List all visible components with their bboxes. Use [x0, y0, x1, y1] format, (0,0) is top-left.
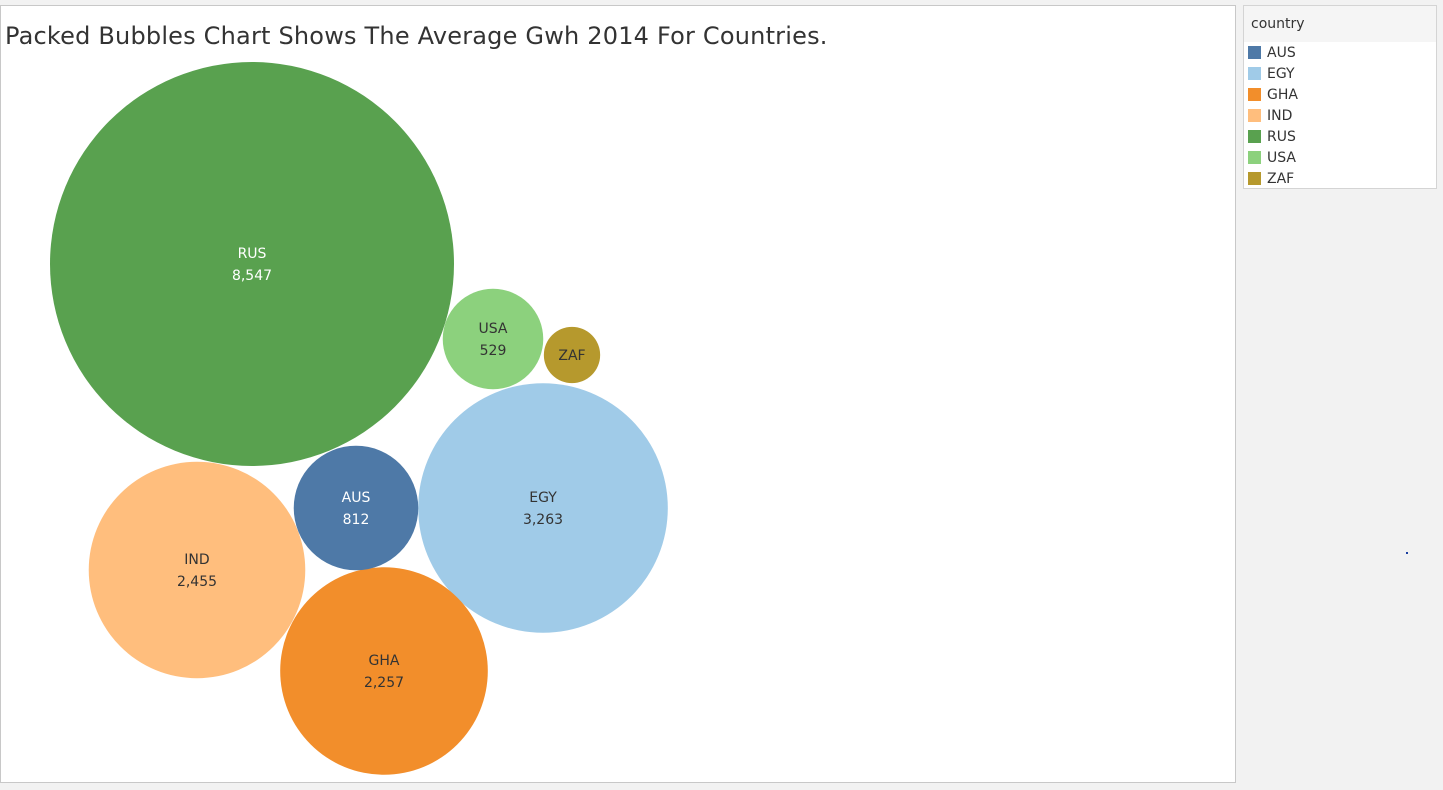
stray-dot	[1406, 552, 1408, 554]
legend-swatch-usa	[1248, 151, 1261, 164]
legend-item-rus[interactable]: RUS	[1248, 126, 1436, 147]
bubble-usa[interactable]: USA 529	[442, 288, 544, 390]
legend-panel: country AUS EGY GHA IND RUS USA ZAF	[1243, 5, 1437, 189]
legend-item-ind[interactable]: IND	[1248, 105, 1436, 126]
bubble-label-zaf: ZAF	[558, 348, 585, 364]
legend-item-usa[interactable]: USA	[1248, 147, 1436, 168]
bubble-circle-rus[interactable]	[50, 62, 454, 466]
legend-swatch-egy	[1248, 67, 1261, 80]
chart-panel: Packed Bubbles Chart Shows The Average G…	[0, 5, 1236, 783]
bubble-rus[interactable]: RUS 8,547	[50, 62, 454, 466]
bubble-aus[interactable]: AUS 812	[293, 445, 419, 571]
bubble-circle-egy[interactable]	[418, 383, 668, 633]
bubble-value-usa: 529	[480, 343, 507, 359]
bubble-value-aus: 812	[343, 512, 370, 528]
legend-label-gha: GHA	[1267, 86, 1298, 103]
bubble-circle-zaf[interactable]	[543, 326, 601, 384]
bubble-circle-usa[interactable]	[442, 288, 544, 390]
legend-label-aus: AUS	[1267, 44, 1296, 61]
legend-label-rus: RUS	[1267, 128, 1296, 145]
legend-swatch-rus	[1248, 130, 1261, 143]
bubble-egy[interactable]: EGY 3,263	[418, 383, 668, 633]
bubble-label-rus: RUS	[238, 246, 267, 262]
bubble-gha[interactable]: GHA 2,257	[280, 567, 488, 775]
legend-swatch-zaf	[1248, 172, 1261, 185]
legend-label-usa: USA	[1267, 149, 1296, 166]
legend-label-ind: IND	[1267, 107, 1293, 124]
legend-title: country	[1244, 6, 1436, 42]
bubble-label-ind: IND	[184, 552, 209, 568]
legend-item-gha[interactable]: GHA	[1248, 84, 1436, 105]
legend-item-aus[interactable]: AUS	[1248, 42, 1436, 63]
bubble-value-gha: 2,257	[364, 675, 404, 691]
bubble-ind[interactable]: IND 2,455	[88, 461, 306, 679]
bubble-circle-gha[interactable]	[280, 567, 488, 775]
bubble-label-egy: EGY	[529, 490, 557, 506]
bubble-chart: RUS 8,547 EGY 3,263 IND 2,455 GHA 2,257 AUS 812 US…	[50, 62, 668, 775]
bubble-label-aus: AUS	[342, 490, 371, 506]
legend-label-zaf: ZAF	[1267, 170, 1295, 187]
bubble-circle-ind[interactable]	[88, 461, 306, 679]
chart-title: Packed Bubbles Chart Shows The Average G…	[5, 22, 828, 50]
bubble-zaf[interactable]: ZAF	[543, 326, 601, 384]
legend-item-egy[interactable]: EGY	[1248, 63, 1436, 84]
bubble-value-ind: 2,455	[177, 574, 217, 590]
legend-swatch-aus	[1248, 46, 1261, 59]
bubble-label-usa: USA	[479, 321, 508, 337]
legend-item-zaf[interactable]: ZAF	[1248, 168, 1436, 189]
bubble-circle-aus[interactable]	[293, 445, 419, 571]
legend-list: AUS EGY GHA IND RUS USA ZAF	[1244, 42, 1436, 189]
legend-label-egy: EGY	[1267, 65, 1295, 82]
legend-swatch-gha	[1248, 88, 1261, 101]
bubble-value-rus: 8,547	[232, 268, 272, 284]
legend-swatch-ind	[1248, 109, 1261, 122]
bubble-value-egy: 3,263	[523, 512, 563, 528]
bubble-label-gha: GHA	[369, 653, 400, 669]
